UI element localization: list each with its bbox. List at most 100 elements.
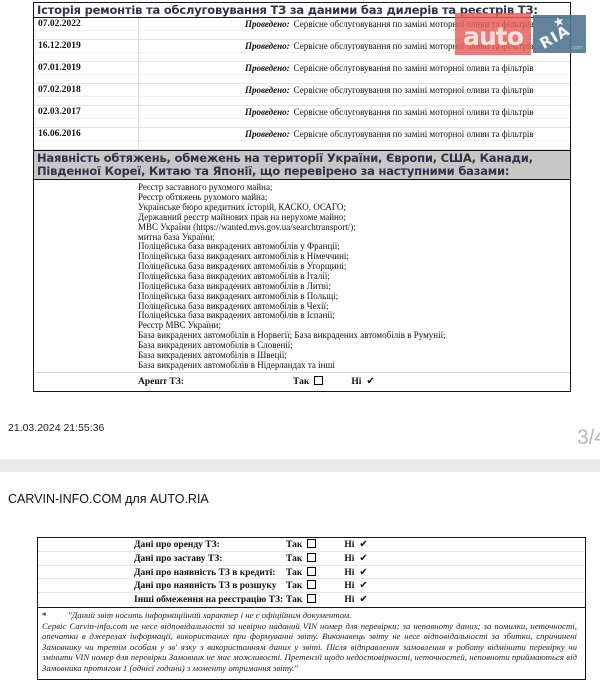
no-label: Ні xyxy=(344,567,355,578)
service-date: 07.02.2018 xyxy=(34,84,139,105)
service-date: 16.06.2016 xyxy=(34,128,139,149)
ria-logo-block: ★ RIA .com xyxy=(533,15,586,53)
performed-label: Проведено: xyxy=(245,63,290,73)
auto-logo-block: auto xyxy=(455,13,531,55)
performed-label: Проведено: xyxy=(245,19,290,29)
encumbrances-title: Наявність обтяжень, обмежень на територі… xyxy=(34,150,570,181)
service-description-text: Сервісне обслуговування по заміні моторн… xyxy=(293,107,534,117)
check-row: Дані про оренду ТЗ: Так Ні ✔ xyxy=(38,538,585,552)
check-label: Дані про наявність ТЗ в кредиті: xyxy=(134,567,276,578)
checkbox-unchecked-icon xyxy=(307,539,317,548)
database-item: База викрадених автомобілів в Швеції; xyxy=(138,349,287,360)
service-description-text: Сервісне обслуговування по заміні моторн… xyxy=(293,129,534,139)
checkbox-unchecked-icon xyxy=(307,594,317,604)
service-row: 02.03.2017 Проведено: Сервісне обслуговув… xyxy=(34,106,570,128)
database-item: Поліцейська база викрадених автомобілів … xyxy=(138,261,347,272)
ria-logo-text: RIA xyxy=(536,21,574,53)
database-item: Реєстр МВС України; xyxy=(138,320,221,331)
no-label: Ні xyxy=(344,540,355,550)
checks-table: Дані про оренду ТЗ: Так Ні ✔ Дані про заста… xyxy=(37,537,586,680)
yes-label: Так xyxy=(286,581,303,592)
auto-logo-text: auto xyxy=(463,22,524,51)
service-description-text: Сервісне обслуговування по заміні моторн… xyxy=(293,85,534,95)
checkmark-icon: ✔ xyxy=(359,552,368,564)
service-row: 07.02.2018 Проведено: Сервісне обслуговув… xyxy=(34,84,570,106)
database-item: МВС України (https://wanted.mvs.gov.ua/s… xyxy=(138,221,356,232)
database-item: Поліцейська база викрадених автомобілів … xyxy=(138,280,331,291)
database-item: Поліцейська база викрадених автомобілів … xyxy=(138,251,349,262)
database-item: База викрадених автомобілів в Норвегії; … xyxy=(138,330,446,341)
check-label: Дані про оренду ТЗ: xyxy=(134,540,220,550)
report-timestamp: 21.03.2024 21:55:36 xyxy=(8,422,105,434)
service-description-text: Сервісне обслуговування по заміні моторн… xyxy=(293,19,534,29)
database-item: База викрадених автомобілів в Словенії; xyxy=(138,339,293,350)
databases-list: Реєстр заставного рухомого майна; Реєстр… xyxy=(34,180,570,372)
service-date: 07.02.2022 xyxy=(34,18,139,39)
no-label: Ні xyxy=(344,553,355,564)
arrest-row: Арешт ТЗ: Так Ні ✔ xyxy=(34,372,570,391)
dot-com-text: .com xyxy=(570,45,583,51)
checkbox-unchecked-icon xyxy=(307,566,317,576)
check-row: Дані про заставу ТЗ: Так Ні ✔ xyxy=(38,552,585,566)
no-label: Ні xyxy=(351,377,362,388)
service-row: 07.02.2022 Проведено: Сервісне обслуговув… xyxy=(34,18,570,40)
disclaimer: * "Даний звіт носить інформаційний харак… xyxy=(38,606,585,679)
database-item: Реєстр заставного рухомого майна; xyxy=(138,182,273,193)
service-description: Проведено: Сервісне обслуговування по зам… xyxy=(139,84,570,105)
service-row: 07.01.2019 Проведено: Сервісне обслуговув… xyxy=(34,62,570,84)
check-row: Дані про наявність ТЗ в кредиті: Так Ні ✔ xyxy=(38,566,585,580)
yes-label: Так xyxy=(286,567,303,578)
checkmark-icon: ✔ xyxy=(359,566,368,578)
yes-label: Так xyxy=(293,377,310,388)
check-label: Дані про заставу ТЗ: xyxy=(134,553,223,564)
check-label: Дані про наявність ТЗ в розшуку xyxy=(134,581,277,592)
page-number: 3/4 xyxy=(577,426,600,449)
service-date: 07.01.2019 xyxy=(34,62,139,83)
service-row: 16.06.2016 Проведено: Сервісне обслуговув… xyxy=(34,128,570,150)
checkmark-icon: ✔ xyxy=(359,594,368,606)
database-item: Поліцейська база викрадених автомобілів … xyxy=(138,241,340,252)
checkmark-icon: ✔ xyxy=(366,376,375,388)
service-history-table: Історія ремонтів та обслуговування ТЗ за… xyxy=(33,2,571,393)
service-description: Проведено: Сервісне обслуговування по зам… xyxy=(139,18,570,39)
database-item: митна база України; xyxy=(138,231,215,242)
performed-label: Проведено: xyxy=(245,85,290,95)
performed-label: Проведено: xyxy=(245,107,290,117)
checkbox-unchecked-icon xyxy=(307,580,317,590)
checkmark-icon: ✔ xyxy=(359,580,368,592)
check-row: Інші обмеження на реєстрацію ТЗ: Так Ні ✔ xyxy=(38,593,585,607)
database-item: Державний реєстр майнових прав на нерухо… xyxy=(138,211,346,222)
performed-label: Проведено: xyxy=(245,41,290,51)
service-description: Проведено: Сервісне обслуговування по зам… xyxy=(139,106,570,127)
database-item: Поліцейська база викрадених автомобілів … xyxy=(138,310,335,321)
database-item: Українське бюро кредитних історій, КАСКО… xyxy=(138,202,346,213)
disclaimer-body: Сервіс Carvin-info.com не несе відповіда… xyxy=(42,620,577,673)
service-history-title: Історія ремонтів та обслуговування ТЗ за… xyxy=(34,3,570,18)
service-description-text: Сервісне обслуговування по заміні моторн… xyxy=(293,63,534,73)
service-date: 16.12.2019 xyxy=(34,40,139,61)
no-label: Ні xyxy=(344,595,355,606)
service-row: 16.12.2019 Проведено: Сервісне обслуговув… xyxy=(34,40,570,62)
service-date: 02.03.2017 xyxy=(34,106,139,127)
yes-label: Так xyxy=(286,553,303,564)
service-description: Проведено: Сервісне обслуговування по зам… xyxy=(139,40,570,61)
checkbox-unchecked-icon xyxy=(314,376,324,386)
service-description: Проведено: Сервісне обслуговування по зам… xyxy=(139,62,570,83)
disclaimer-marker: * xyxy=(42,609,47,620)
autoria-watermark: auto ★ RIA .com xyxy=(455,13,586,55)
database-item: Поліцейська база викрадених автомобілів … xyxy=(138,290,339,301)
check-row: Дані про наявність ТЗ в розшуку Так Ні ✔ xyxy=(38,579,585,594)
check-label: Інші обмеження на реєстрацію ТЗ: xyxy=(134,595,284,606)
no-label: Ні xyxy=(344,581,355,592)
disclaimer-line1-text: "Даний звіт носить інформаційний характе… xyxy=(68,609,352,620)
page-separator xyxy=(0,459,600,472)
database-item: Реєстр обтяжень рухомого майна; xyxy=(138,192,268,203)
provider-title: CARVIN-INFO.COM для AUTO.RIA xyxy=(8,492,209,506)
yes-label: Так xyxy=(286,595,303,606)
performed-label: Проведено: xyxy=(245,129,290,139)
disclaimer-first-line: * "Даний звіт носить інформаційний харак… xyxy=(42,610,577,621)
checkmark-icon: ✔ xyxy=(359,539,368,550)
checkbox-unchecked-icon xyxy=(307,552,317,562)
database-item: База викрадених автомобілів в Нідерланда… xyxy=(138,359,335,370)
